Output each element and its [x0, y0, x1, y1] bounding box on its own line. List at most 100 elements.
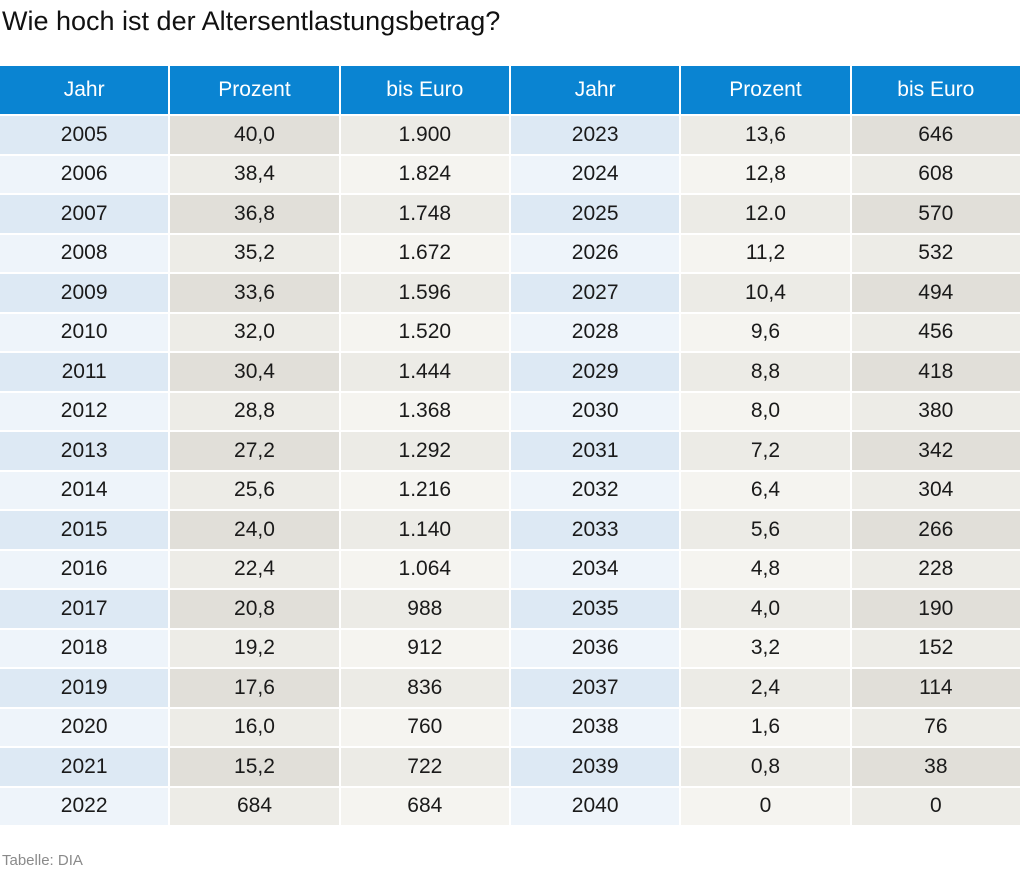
bis-euro-cell-2: 266: [851, 511, 1020, 549]
table-row: 2016 22,4 1.064 2034 4,8 228: [0, 550, 1020, 588]
prozent-cell-2: 13,6: [681, 116, 850, 154]
header-bis-euro: bis Euro: [340, 66, 509, 114]
table-row: 2014 25,6 1.216 2032 6,4 304: [0, 471, 1020, 509]
prozent-cell: 40,0: [170, 116, 339, 154]
jahr-cell-2: 2035: [510, 590, 680, 628]
jahr-cell: 2022: [0, 787, 169, 825]
table-row: 2006 38,4 1.824 2024 12,8 608: [0, 155, 1020, 193]
jahr-cell-2: 2028: [510, 313, 680, 351]
prozent-cell-2: 4,0: [681, 590, 850, 628]
bis-euro-cell-2: 570: [851, 195, 1020, 233]
bis-euro-cell: 1.216: [340, 471, 509, 509]
bis-euro-cell-2: 532: [851, 234, 1020, 272]
jahr-cell: 2015: [0, 511, 169, 549]
jahr-cell: 2007: [0, 195, 169, 233]
prozent-cell: 16,0: [170, 708, 339, 746]
bis-euro-cell-2: 152: [851, 629, 1020, 667]
jahr-cell: 2018: [0, 629, 169, 667]
bis-euro-cell-2: 304: [851, 471, 1020, 509]
table-row: 2021 15,2 722 2039 0,8 38: [0, 748, 1020, 786]
source-note: Tabelle: DIA: [2, 852, 83, 869]
prozent-cell-2: 5,6: [681, 511, 850, 549]
prozent-cell: 17,6: [170, 669, 339, 707]
prozent-cell-2: 1,6: [681, 708, 850, 746]
jahr-cell: 2019: [0, 669, 169, 707]
prozent-cell-2: 0,8: [681, 748, 850, 786]
jahr-cell: 2017: [0, 590, 169, 628]
table-row: 2015 24,0 1.140 2033 5,6 266: [0, 511, 1020, 549]
jahr-cell: 2016: [0, 550, 169, 588]
prozent-cell: 25,6: [170, 471, 339, 509]
prozent-cell-2: 4,8: [681, 550, 850, 588]
prozent-cell: 684: [170, 787, 339, 825]
bis-euro-cell-2: 38: [851, 748, 1020, 786]
prozent-cell-2: 10,4: [681, 274, 850, 312]
prozent-cell: 27,2: [170, 432, 339, 470]
table-header-row: Jahr Prozent bis Euro Jahr Prozent bis E…: [0, 66, 1020, 114]
header-jahr-2: Jahr: [510, 66, 680, 114]
prozent-cell: 22,4: [170, 550, 339, 588]
bis-euro-cell-2: 0: [851, 787, 1020, 825]
jahr-cell-2: 2034: [510, 550, 680, 588]
bis-euro-cell: 684: [340, 787, 509, 825]
prozent-cell-2: 6,4: [681, 471, 850, 509]
page-title: Wie hoch ist der Altersentlastungsbetrag…: [2, 6, 501, 36]
jahr-cell: 2021: [0, 748, 169, 786]
jahr-cell: 2013: [0, 432, 169, 470]
header-jahr: Jahr: [0, 66, 169, 114]
bis-euro-cell-2: 494: [851, 274, 1020, 312]
jahr-cell-2: 2036: [510, 629, 680, 667]
jahr-cell-2: 2029: [510, 353, 680, 391]
table-row: 2009 33,6 1.596 2027 10,4 494: [0, 274, 1020, 312]
bis-euro-cell: 1.596: [340, 274, 509, 312]
bis-euro-cell: 1.748: [340, 195, 509, 233]
prozent-cell-2: 8,0: [681, 392, 850, 430]
prozent-cell-2: 12,8: [681, 155, 850, 193]
prozent-cell: 36,8: [170, 195, 339, 233]
jahr-cell: 2009: [0, 274, 169, 312]
bis-euro-cell-2: 114: [851, 669, 1020, 707]
prozent-cell: 30,4: [170, 353, 339, 391]
jahr-cell: 2006: [0, 155, 169, 193]
bis-euro-cell-2: 646: [851, 116, 1020, 154]
table-row: 2008 35,2 1.672 2026 11,2 532: [0, 234, 1020, 272]
jahr-cell: 2020: [0, 708, 169, 746]
altersentlastungsbetrag-table: Jahr Prozent bis Euro Jahr Prozent bis E…: [0, 64, 1022, 827]
table-row: 2022 684 684 2040 0 0: [0, 787, 1020, 825]
bis-euro-cell: 1.368: [340, 392, 509, 430]
prozent-cell: 32,0: [170, 313, 339, 351]
jahr-cell-2: 2025: [510, 195, 680, 233]
table-row: 2005 40,0 1.900 2023 13,6 646: [0, 116, 1020, 154]
table-row: 2018 19,2 912 2036 3,2 152: [0, 629, 1020, 667]
table-row: 2012 28,8 1.368 2030 8,0 380: [0, 392, 1020, 430]
bis-euro-cell: 912: [340, 629, 509, 667]
prozent-cell: 33,6: [170, 274, 339, 312]
prozent-cell-2: 0: [681, 787, 850, 825]
prozent-cell-2: 8,8: [681, 353, 850, 391]
jahr-cell: 2005: [0, 116, 169, 154]
bis-euro-cell: 1.444: [340, 353, 509, 391]
table-body: 2005 40,0 1.900 2023 13,6 646 2006 38,4 1.824 202…: [0, 116, 1020, 825]
jahr-cell: 2014: [0, 471, 169, 509]
prozent-cell-2: 12.0: [681, 195, 850, 233]
prozent-cell: 20,8: [170, 590, 339, 628]
bis-euro-cell-2: 456: [851, 313, 1020, 351]
jahr-cell-2: 2032: [510, 471, 680, 509]
table-row: 2017 20,8 988 2035 4,0 190: [0, 590, 1020, 628]
jahr-cell: 2010: [0, 313, 169, 351]
jahr-cell: 2012: [0, 392, 169, 430]
jahr-cell: 2008: [0, 234, 169, 272]
jahr-cell-2: 2031: [510, 432, 680, 470]
jahr-cell-2: 2024: [510, 155, 680, 193]
bis-euro-cell: 1.292: [340, 432, 509, 470]
bis-euro-cell: 1.140: [340, 511, 509, 549]
bis-euro-cell-2: 190: [851, 590, 1020, 628]
jahr-cell-2: 2027: [510, 274, 680, 312]
bis-euro-cell: 1.064: [340, 550, 509, 588]
jahr-cell-2: 2037: [510, 669, 680, 707]
header-prozent: Prozent: [170, 66, 339, 114]
jahr-cell-2: 2038: [510, 708, 680, 746]
table-row: 2007 36,8 1.748 2025 12.0 570: [0, 195, 1020, 233]
bis-euro-cell-2: 342: [851, 432, 1020, 470]
jahr-cell: 2011: [0, 353, 169, 391]
